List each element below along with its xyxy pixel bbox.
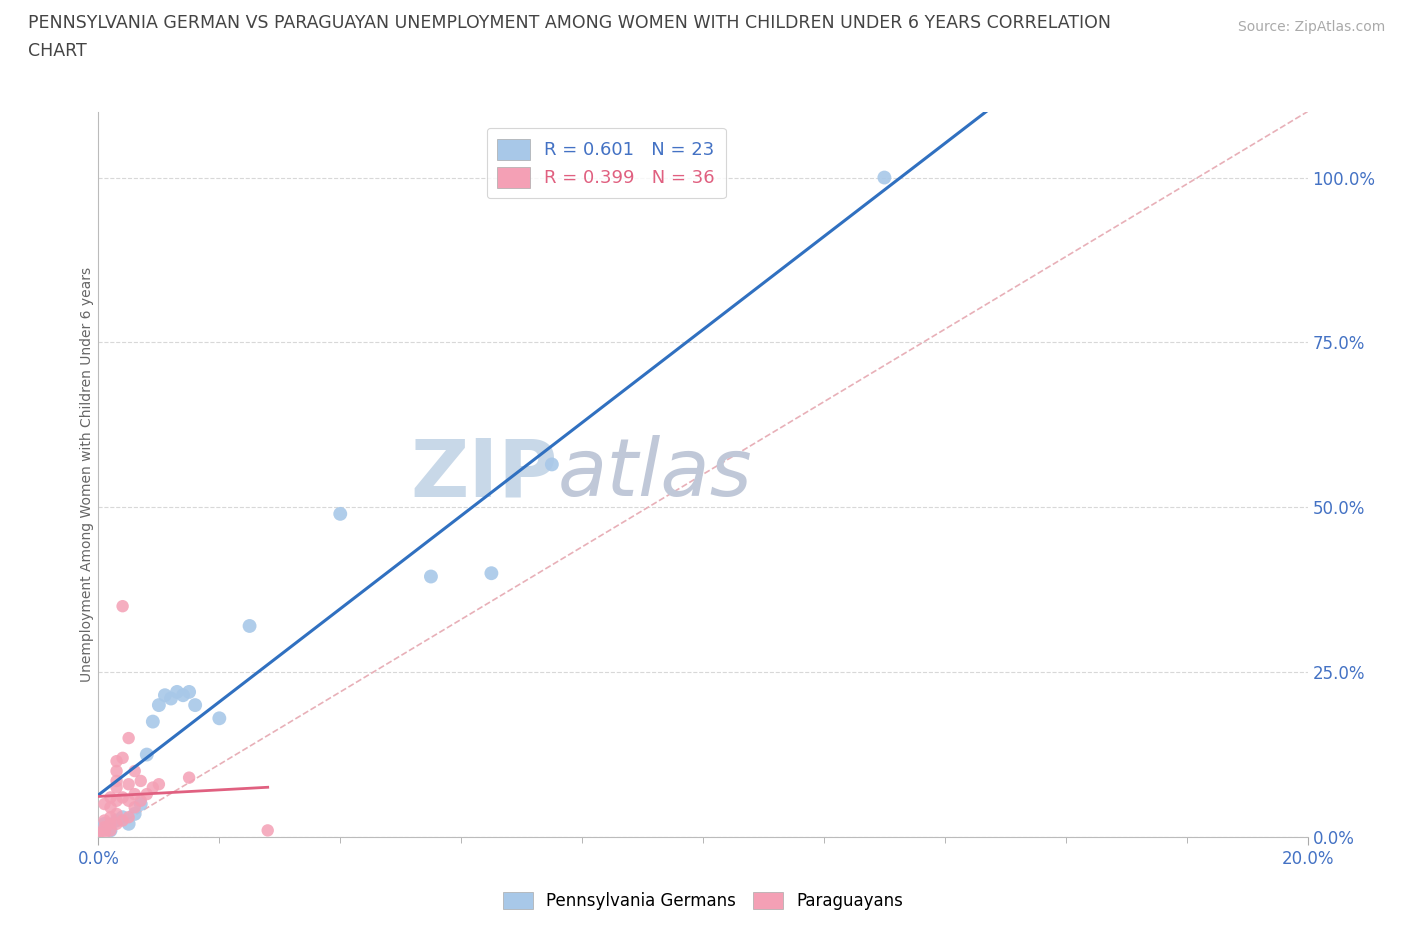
Point — [160, 691, 183, 706]
Point — [87, 826, 110, 841]
Point — [208, 711, 231, 725]
Point — [124, 800, 146, 815]
Point — [135, 747, 157, 762]
Point — [177, 684, 201, 699]
Legend: Pennsylvania Germans, Paraguayans: Pennsylvania Germans, Paraguayans — [496, 885, 910, 917]
Point — [105, 780, 128, 795]
Point — [111, 599, 134, 614]
Text: Source: ZipAtlas.com: Source: ZipAtlas.com — [1237, 20, 1385, 34]
Point — [873, 170, 896, 185]
Point — [111, 751, 134, 765]
Point — [100, 790, 122, 804]
Point — [118, 817, 141, 831]
Point — [105, 793, 128, 808]
Point — [135, 787, 157, 802]
Point — [124, 806, 146, 821]
Point — [105, 753, 128, 768]
Point — [105, 774, 128, 789]
Legend: R = 0.601   N = 23, R = 0.399   N = 36: R = 0.601 N = 23, R = 0.399 N = 36 — [486, 128, 725, 198]
Point — [148, 698, 170, 712]
Point — [93, 823, 115, 838]
Point — [239, 618, 262, 633]
Y-axis label: Unemployment Among Women with Children Under 6 years: Unemployment Among Women with Children U… — [80, 267, 94, 682]
Point — [118, 731, 141, 746]
Point — [118, 810, 141, 825]
Point — [129, 797, 152, 812]
Point — [153, 688, 176, 703]
Point — [481, 565, 503, 580]
Point — [177, 770, 201, 785]
Point — [100, 823, 122, 838]
Point — [124, 764, 146, 778]
Point — [111, 810, 134, 825]
Point — [100, 823, 122, 838]
Point — [93, 797, 115, 812]
Point — [105, 813, 128, 828]
Text: PENNSYLVANIA GERMAN VS PARAGUAYAN UNEMPLOYMENT AMONG WOMEN WITH CHILDREN UNDER 6: PENNSYLVANIA GERMAN VS PARAGUAYAN UNEMPL… — [28, 14, 1111, 32]
Text: ZIP: ZIP — [411, 435, 558, 513]
Point — [105, 764, 128, 778]
Point — [100, 817, 122, 831]
Point — [142, 780, 165, 795]
Point — [111, 813, 134, 828]
Point — [148, 777, 170, 791]
Point — [93, 826, 115, 841]
Point — [124, 787, 146, 802]
Point — [93, 819, 115, 834]
Text: CHART: CHART — [28, 42, 87, 60]
Point — [142, 714, 165, 729]
Point — [118, 793, 141, 808]
Point — [105, 817, 128, 831]
Point — [118, 777, 141, 791]
Text: atlas: atlas — [558, 435, 752, 513]
Point — [329, 507, 352, 522]
Point — [100, 800, 122, 815]
Point — [129, 774, 152, 789]
Point — [419, 569, 441, 584]
Point — [184, 698, 207, 712]
Point — [166, 684, 188, 699]
Point — [256, 823, 278, 838]
Point — [129, 793, 152, 808]
Point — [105, 806, 128, 821]
Point — [540, 457, 562, 472]
Point — [93, 817, 115, 831]
Point — [93, 813, 115, 828]
Point — [172, 688, 194, 703]
Point — [111, 790, 134, 804]
Point — [100, 810, 122, 825]
